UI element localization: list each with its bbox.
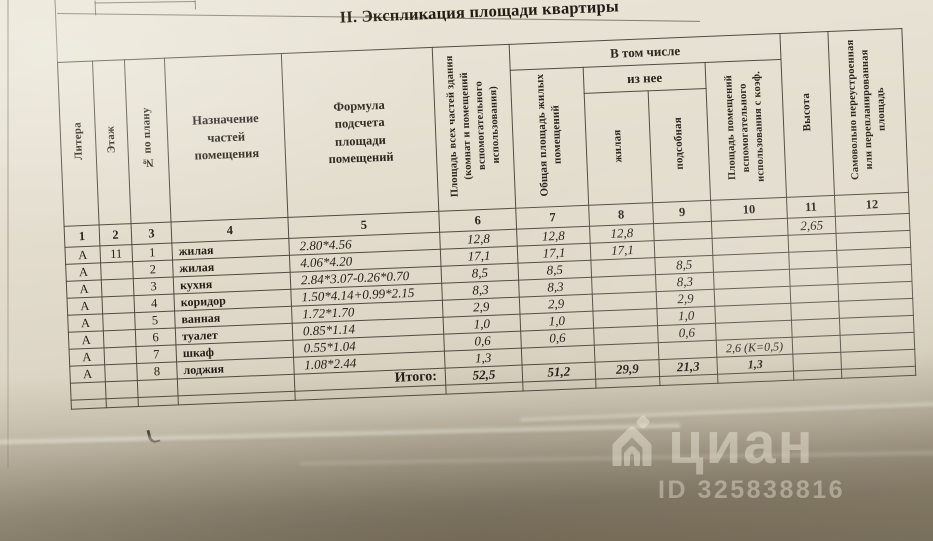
column-number-vysota: 11 [786, 195, 836, 219]
column-number-samovolno: 12 [834, 192, 910, 217]
cell-etazh [104, 363, 138, 382]
column-number-obshchaya: 7 [515, 205, 590, 230]
col-header-ploshchad-vseh-label: Площадь всех частей здания (комнат и пом… [443, 55, 502, 198]
col-header-naznachenie-label: Назначение частей помещения [191, 111, 260, 163]
col-header-no-po-planu-label: № по плану [140, 107, 155, 170]
cell-vysota: 2,65 [787, 216, 837, 236]
cell-litera [71, 398, 107, 410]
cell-no [137, 378, 178, 398]
col-header-podsobnaya: подсобная [648, 88, 711, 203]
cell-no: 7 [135, 344, 177, 364]
col-header-samovolno-label: Самовольно переустроенная или перепланир… [845, 39, 889, 181]
cell-litera: А [69, 347, 105, 367]
cell-vysota [789, 267, 839, 287]
cell-etazh [100, 261, 134, 280]
upper-table-fragment-line [94, 1, 196, 4]
col-header-obshchaya: Общая площадь жилых помещений [510, 67, 589, 209]
cell-no: 2 [132, 260, 174, 279]
cell-vysota [790, 301, 840, 321]
col-header-samovolno: Самовольно переустроенная или перепланир… [827, 28, 909, 196]
col-header-vysota-label: Высота [800, 92, 814, 132]
col-header-vspomog-label: Площадь помещений вспомогательного испол… [723, 71, 767, 183]
column-number-etazh: 2 [99, 223, 132, 246]
cell-no: 1 [131, 243, 173, 262]
paper-edge-line [7, 0, 9, 468]
table-body: А 11 1 жилая 2.80*4.56 12,8 12,8 12,8 2,65 А 2 жила… [64, 213, 916, 410]
cell-litera: А [64, 245, 101, 265]
cell-no: 4 [133, 293, 175, 313]
col-header-obshchaya-label: Общая площадь жилых помещений [533, 73, 564, 198]
cell-vysota [792, 352, 842, 372]
cell-etazh [105, 380, 139, 399]
cell-etazh: 11 [99, 244, 133, 263]
explication-table: Литера Этаж № по плану Назначение частей… [57, 28, 916, 410]
cell-no: 6 [135, 327, 176, 347]
col-header-zhilaya-label: жилая [611, 128, 625, 163]
col-header-vysota: Высота [779, 31, 835, 198]
cell-pl-vseh [445, 382, 524, 395]
cell-obshchaya [522, 379, 597, 392]
col-header-etazh-label: Этаж [104, 126, 119, 154]
cian-logo-icon [612, 415, 652, 466]
watermark: циан ID 325838816 [612, 414, 845, 505]
col-header-formula: Формула подсчета площади помещений [281, 47, 439, 218]
upper-table-fragment-line [194, 0, 197, 10]
cell-etazh [103, 329, 136, 348]
col-header-no-po-planu: № по плану [124, 58, 172, 224]
document-sheet: II. Экспликация площади квартиры Литера … [54, 0, 916, 410]
cell-no: 8 [136, 361, 178, 381]
col-header-ploshchad-vseh: Площадь всех частей здания (комнат и пом… [432, 44, 516, 212]
cell-etazh [104, 346, 137, 365]
col-header-litera-label: Литера [71, 122, 85, 161]
column-number-podsobnaya: 9 [652, 200, 712, 224]
cell-vysota [788, 233, 837, 253]
cell-vysota [792, 335, 841, 355]
cell-vysota [790, 284, 839, 304]
ink-mark [146, 427, 161, 445]
cell-vysota [791, 318, 841, 338]
col-header-zhilaya: жилая [584, 90, 653, 206]
cell-samovolno [841, 366, 916, 379]
col-header-podsobnaya-label: подсобная [672, 116, 687, 170]
cell-no: 3 [133, 277, 174, 296]
watermark-brand-text: циан [668, 411, 815, 477]
cell-no [138, 395, 179, 407]
col-header-formula-label: Формула подсчета площади помещений [328, 97, 394, 167]
paper-crease [520, 399, 933, 425]
cell-etazh [101, 278, 134, 297]
cell-zhilaya [595, 376, 660, 389]
watermark-brand-row: циан [612, 411, 845, 477]
column-number-no: 3 [131, 222, 172, 245]
cell-vysota [788, 250, 838, 270]
cell-etazh [102, 312, 136, 331]
cell-vysota [793, 369, 842, 381]
cell-litera: А [66, 296, 103, 316]
watermark-id: ID 325838816 [658, 476, 846, 504]
cell-etazh [101, 295, 135, 314]
column-number-litera: 1 [64, 224, 100, 248]
paper-crease [299, 449, 933, 468]
cell-podsobnaya [659, 374, 718, 386]
cell-litera [70, 381, 107, 401]
col-header-vspomog: Площадь помещений вспомогательного испол… [705, 59, 787, 201]
cell-vspomog [717, 371, 794, 384]
col-header-naznachenie: Назначение частей помещения [164, 53, 288, 223]
cell-litera: А [67, 313, 104, 333]
paper-crease [0, 421, 681, 448]
upper-table-fragment-line [54, 0, 59, 63]
cell-etazh [106, 397, 139, 408]
page-title: II. Экспликация площади квартиры [339, 0, 620, 27]
column-number-zhilaya: 8 [588, 202, 654, 227]
table-header: Литера Этаж № по плану Назначение частей… [57, 28, 910, 248]
cell-litera: А [69, 364, 106, 384]
cell-litera: А [65, 262, 102, 282]
cell-litera: А [66, 279, 102, 299]
cell-litera: А [68, 330, 105, 350]
cell-no: 5 [134, 310, 176, 330]
